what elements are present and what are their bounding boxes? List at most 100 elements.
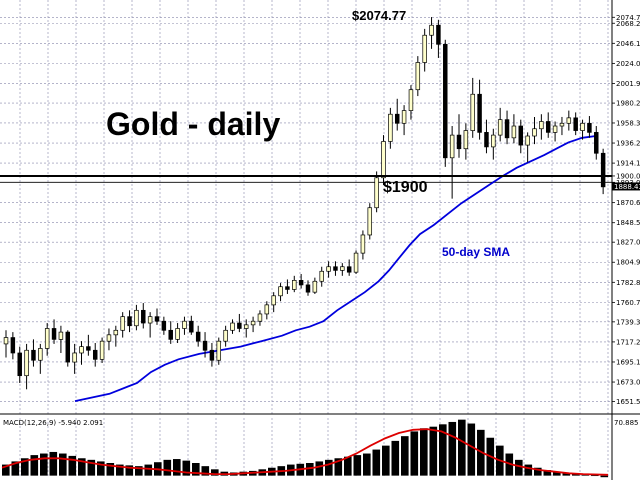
macd-bar: [344, 456, 352, 476]
candle-up: [134, 309, 139, 327]
y-tick-label: 1739.30: [616, 318, 640, 326]
macd-bar: [135, 466, 143, 476]
candle-up: [99, 340, 105, 360]
last-price-label: 1888.43: [614, 183, 640, 191]
candle-down: [51, 328, 57, 340]
candle-up: [559, 122, 565, 127]
candle-down: [436, 24, 441, 45]
candle-up: [3, 337, 9, 345]
candle-up: [182, 320, 187, 329]
main-grid: [0, 0, 612, 414]
macd-bar: [40, 453, 48, 476]
candle-down: [92, 349, 98, 360]
y-tick-label: 1717.20: [616, 338, 640, 346]
main-y-axis: 2074.772068.20 2046.10 2024.00 2001.90 1980.…: [612, 14, 640, 406]
candle-down: [545, 121, 551, 133]
candle-up: [257, 313, 263, 322]
macd-bar: [106, 463, 115, 476]
candle-up: [580, 122, 585, 131]
macd-bar: [458, 419, 466, 476]
macd-bar: [59, 453, 67, 476]
candle-up: [470, 93, 475, 131]
candle-up: [340, 266, 345, 271]
sma-line: [74, 135, 597, 402]
macd-bar: [391, 440, 400, 476]
y-tick-label: 1958.35: [616, 119, 640, 127]
macd-bar: [182, 460, 191, 476]
y-tick-label: 1870.60: [616, 199, 640, 207]
macd-bar: [600, 475, 609, 478]
y-tick-label: 1695.10: [616, 358, 640, 366]
y-tick-label: 1936.25: [616, 140, 640, 148]
y-tick-label: 2074.77: [616, 14, 640, 22]
candle-up: [175, 328, 180, 340]
candle-down: [600, 152, 606, 188]
candle-up: [360, 234, 366, 254]
macd-bar: [572, 474, 580, 476]
macd-bar: [401, 436, 409, 476]
sma-label: 50-day SMA: [442, 245, 510, 259]
candle-down: [209, 349, 215, 361]
macd-bar: [21, 458, 29, 476]
macd-bar: [325, 459, 333, 476]
candle-up: [388, 113, 393, 142]
last-price-marker: [612, 182, 640, 191]
macd-bar: [553, 471, 561, 476]
candle-up: [401, 110, 407, 124]
macd-bar: [192, 463, 200, 476]
y-tick-label: 2068.20: [616, 20, 640, 28]
candle-up: [38, 348, 43, 361]
candle-up: [216, 340, 222, 361]
y-tick-label: 1914.15: [616, 160, 640, 168]
macd-bar: [363, 453, 371, 476]
candle-down: [333, 266, 338, 271]
candle-down: [154, 316, 160, 322]
macd-bar: [97, 461, 105, 476]
macd-bar: [11, 461, 20, 476]
candle-up: [429, 24, 434, 36]
chart-title: Gold - daily: [106, 106, 280, 142]
macd-bar: [448, 421, 457, 476]
candle-up: [491, 134, 496, 148]
macd-bar: [562, 473, 571, 476]
candle-down: [285, 286, 290, 290]
y-tick-label: 1848.50: [616, 219, 640, 227]
candle-down: [443, 43, 448, 159]
macd-bar: [125, 465, 134, 476]
y-tick-label: 1673.00: [616, 379, 640, 387]
macd-max-label: 70.885: [614, 419, 639, 427]
macd-bar: [543, 470, 552, 476]
candle-up: [353, 252, 359, 273]
candle-up: [72, 352, 77, 363]
candle-down: [141, 309, 146, 324]
candle-up: [566, 117, 572, 124]
candle-down: [573, 117, 578, 131]
candle-down: [86, 346, 91, 351]
candle-up: [79, 346, 84, 354]
candle-down: [305, 284, 311, 293]
macd-bar: [201, 466, 210, 476]
candle-down: [504, 119, 510, 139]
candle-down: [477, 93, 482, 133]
candle-up: [147, 316, 153, 324]
y-tick-label: 1827.05: [616, 239, 640, 247]
macd-bar: [87, 459, 96, 476]
candle-down: [346, 266, 352, 273]
candle-up: [374, 177, 379, 209]
macd-bar: [372, 449, 381, 476]
candle-down: [195, 331, 201, 342]
y-tick-label: 1782.85: [616, 279, 640, 287]
candle-up: [463, 130, 469, 150]
candle-up: [292, 280, 297, 290]
sma-group: [74, 135, 597, 402]
candle-up: [532, 128, 537, 137]
candle-up: [278, 286, 283, 297]
candle-up: [113, 329, 119, 336]
candle-up: [120, 316, 125, 331]
candle-up: [539, 121, 544, 130]
candle-up: [319, 270, 324, 282]
candlesticks: [3, 17, 606, 390]
macd-bar: [515, 459, 523, 476]
candle-up: [449, 134, 455, 159]
